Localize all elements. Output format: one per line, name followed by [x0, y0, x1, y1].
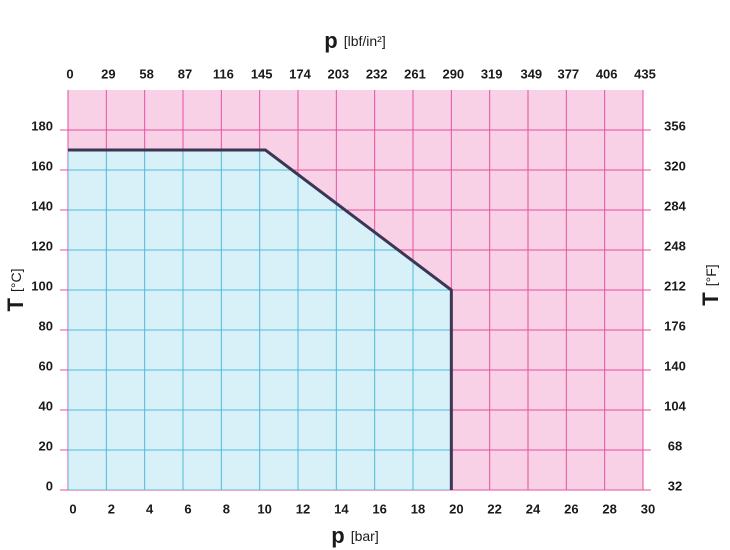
x-tick-label: 4: [146, 501, 154, 516]
y2-tick-label: 176: [664, 318, 686, 333]
x-tick-label: 30: [641, 501, 655, 516]
x-tick-label: 20: [449, 501, 463, 516]
y-tick-label: 20: [39, 438, 53, 453]
x-axis-title: p [bar]: [331, 523, 378, 548]
x2-tick-label: 87: [178, 66, 192, 81]
x-tick-label: 24: [526, 501, 541, 516]
y-tick-label: 140: [31, 198, 53, 213]
x-tick-label: 28: [602, 501, 616, 516]
x2-tick-label: 29: [101, 66, 115, 81]
y2-tick-label: 248: [664, 238, 686, 253]
y-tick-label: 160: [31, 158, 53, 173]
y2-axis-title: T [°F]: [698, 264, 723, 305]
x-tick-label: 2: [108, 501, 115, 516]
y-tick-label: 100: [31, 278, 53, 293]
x-tick-label: 18: [411, 501, 425, 516]
x-tick-label: 10: [257, 501, 271, 516]
x-tick-label: 8: [223, 501, 230, 516]
y-tick-label: 80: [39, 318, 53, 333]
x2-axis-title-symbol: p: [324, 28, 337, 53]
y2-axis-title-unit: [°F]: [703, 264, 719, 286]
y2-axis-title-symbol: T: [698, 292, 723, 306]
x2-tick-label: 319: [481, 66, 503, 81]
y2-tick-label: 320: [664, 158, 686, 173]
y-tick-label: 180: [31, 118, 53, 133]
x2-tick-label: 232: [366, 66, 388, 81]
y-tick-label: 0: [46, 478, 53, 493]
x2-tick-label: 145: [251, 66, 273, 81]
x2-tick-label: 116: [213, 66, 234, 81]
x2-tick-label: 0: [66, 66, 73, 81]
y2-tick-label: 284: [664, 198, 686, 213]
x-axis-title-symbol: p: [331, 523, 344, 548]
x-tick-label: 6: [184, 501, 191, 516]
x2-axis-title-unit: [lbf/in²]: [344, 33, 386, 49]
x2-tick-label: 290: [442, 66, 464, 81]
y-tick-label: 120: [31, 238, 53, 253]
x2-axis-title: p [lbf/in²]: [324, 28, 385, 53]
y-tick-label: 60: [39, 358, 53, 373]
y2-tick-label: 104: [664, 398, 686, 413]
x-axis-title-unit: [bar]: [351, 528, 379, 544]
y-tick-label: 40: [39, 398, 53, 413]
x2-tick-label: 203: [327, 66, 349, 81]
y2-tick-label: 140: [664, 358, 686, 373]
y2-tick-label: 356: [664, 118, 686, 133]
x2-tick-label: 174: [289, 66, 311, 81]
x-tick-label: 16: [372, 501, 386, 516]
x2-tick-label: 58: [139, 66, 153, 81]
y2-tick-label: 68: [668, 438, 682, 453]
x-tick-label: 12: [296, 501, 310, 516]
x2-tick-label: 261: [404, 66, 426, 81]
x-tick-label: 14: [334, 501, 349, 516]
y-axis-title-symbol: T: [3, 297, 28, 311]
x2-tick-label: 349: [520, 66, 542, 81]
x-tick-label: 26: [564, 501, 578, 516]
x-tick-label: 22: [487, 501, 501, 516]
y2-tick-label: 32: [668, 478, 682, 493]
y-axis-title-unit: [°C]: [8, 269, 24, 293]
x2-tick-label: 406: [596, 66, 618, 81]
x2-tick-label: 377: [557, 66, 579, 81]
y2-tick-label: 212: [664, 278, 686, 293]
x-tick-label: 0: [69, 501, 76, 516]
y-axis-title: T [°C]: [3, 269, 28, 312]
limit-line: [68, 148, 453, 490]
x2-tick-label: 435: [634, 66, 656, 81]
